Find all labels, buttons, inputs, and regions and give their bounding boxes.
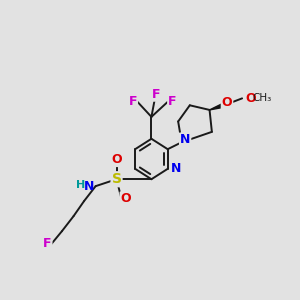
Text: O: O — [245, 92, 256, 105]
Text: N: N — [171, 162, 181, 175]
Text: CH₃: CH₃ — [253, 93, 272, 103]
Text: F: F — [129, 95, 137, 108]
Text: H: H — [76, 180, 85, 190]
Text: S: S — [112, 172, 122, 186]
Text: N: N — [180, 134, 190, 146]
Text: O: O — [111, 153, 122, 166]
Text: O: O — [222, 97, 232, 110]
Polygon shape — [210, 102, 228, 110]
Text: F: F — [43, 237, 52, 250]
Text: O: O — [121, 192, 131, 206]
Text: N: N — [84, 180, 94, 193]
Text: F: F — [168, 95, 177, 108]
Text: F: F — [152, 88, 160, 101]
